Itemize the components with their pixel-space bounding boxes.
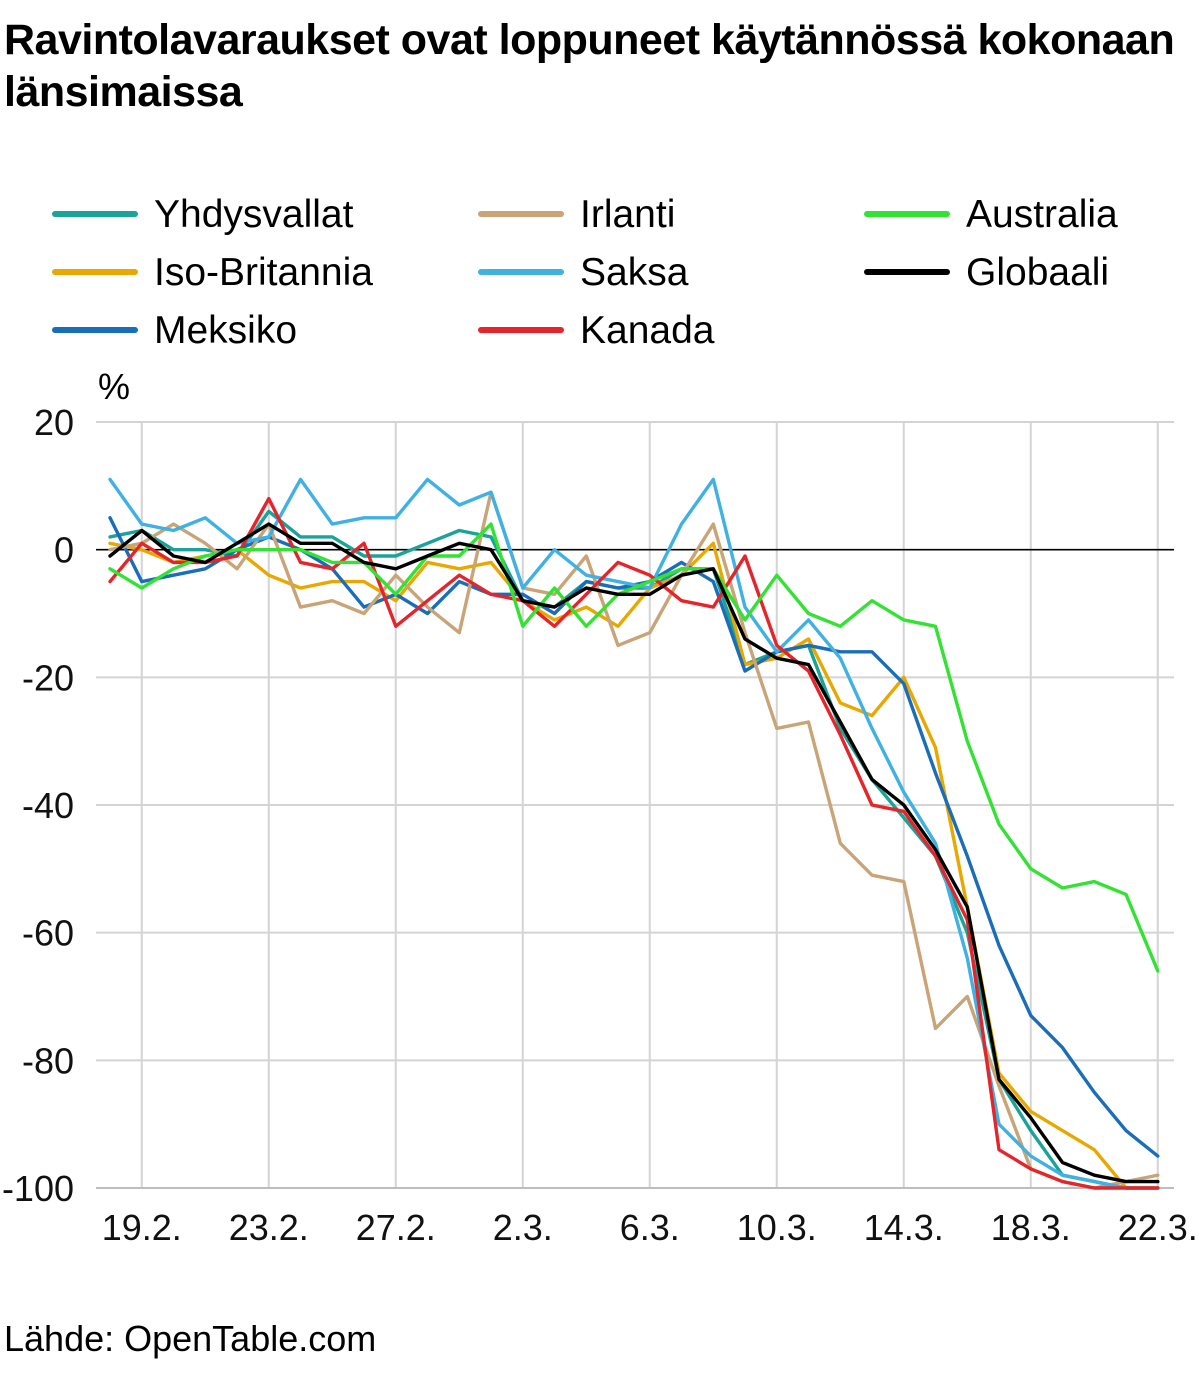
y-tick-label: -40 bbox=[22, 785, 74, 826]
x-tick-label: 18.3. bbox=[991, 1207, 1071, 1248]
legend-label: Iso-Britannia bbox=[154, 251, 373, 294]
x-tick-label: 19.2. bbox=[102, 1207, 182, 1248]
y-axis-unit-label: % bbox=[98, 366, 131, 407]
x-tick-label: 22.3. bbox=[1118, 1207, 1198, 1248]
legend-swatch bbox=[52, 211, 138, 217]
legend-swatch bbox=[478, 269, 564, 275]
legend-swatch bbox=[864, 211, 950, 217]
series-line-kanada bbox=[108, 496, 1160, 1190]
legend-label: Australia bbox=[966, 193, 1118, 236]
legend-label: Saksa bbox=[580, 251, 689, 294]
legend-label: Kanada bbox=[580, 309, 715, 352]
series-line-australia bbox=[108, 522, 1160, 973]
legend-label: Globaali bbox=[966, 251, 1110, 294]
legend-label: Yhdysvallat bbox=[154, 193, 354, 236]
legend-swatch bbox=[52, 327, 138, 333]
x-tick-label: 6.3. bbox=[620, 1207, 680, 1248]
legend: Yhdysvallat Irlanti Australia Iso-Britannia… bbox=[0, 190, 1199, 365]
y-tick-label: 20 bbox=[34, 402, 74, 443]
legend-swatch bbox=[478, 211, 564, 217]
legend-swatch bbox=[478, 327, 564, 333]
series-line-globaali bbox=[108, 522, 1160, 1184]
x-tick-label: 10.3. bbox=[737, 1207, 817, 1248]
chart-title: Ravintolavaraukset ovat loppuneet käytän… bbox=[4, 16, 1175, 116]
legend-swatch bbox=[52, 269, 138, 275]
y-tick-label: -100 bbox=[2, 1168, 74, 1209]
line-chart: 20 0 -20 -40 -60 -80 -100 19.2. 23.2. 27.2. 2.3. 6.… bbox=[2, 402, 1198, 1248]
x-tick-label: 23.2. bbox=[229, 1207, 309, 1248]
x-tick-label: 27.2. bbox=[356, 1207, 436, 1248]
y-tick-label: -80 bbox=[22, 1040, 74, 1081]
x-tick-label: 2.3. bbox=[493, 1207, 553, 1248]
legend-label: Meksiko bbox=[154, 309, 298, 352]
y-tick-label: 0 bbox=[54, 530, 74, 571]
legend-label: Irlanti bbox=[580, 193, 676, 236]
source-note: Lähde: OpenTable.com bbox=[4, 1318, 377, 1359]
y-tick-label: -20 bbox=[22, 657, 74, 698]
y-tick-label: -60 bbox=[22, 913, 74, 954]
legend-swatch bbox=[864, 269, 950, 275]
x-tick-label: 14.3. bbox=[864, 1207, 944, 1248]
